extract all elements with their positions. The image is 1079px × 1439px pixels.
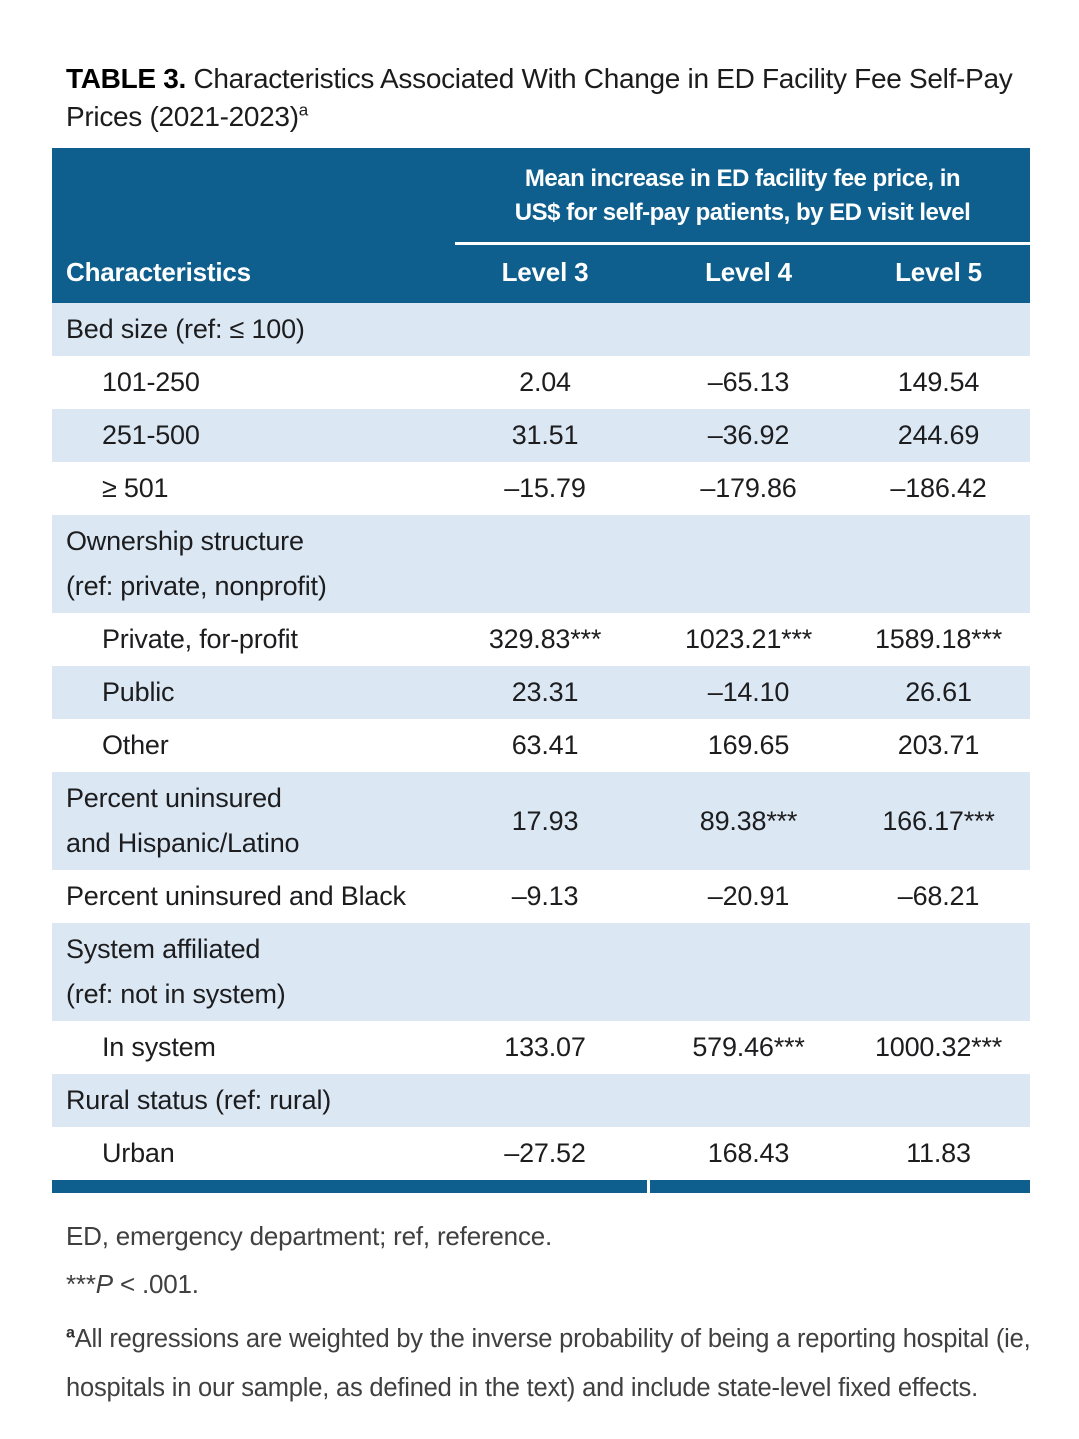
footnote-weighting: aAll regressions are weighted by the inv… (66, 1315, 1032, 1413)
cell-value: 17.93 (511, 805, 579, 836)
row-label: 101-250 (102, 367, 200, 397)
cell-value: –36.92 (707, 420, 790, 450)
cell-value: –68.21 (897, 881, 980, 911)
cell-value: –65.13 (707, 367, 790, 397)
table-row: In system 133.07 579.46*** 1000.32*** (52, 1021, 1030, 1074)
row-label: Percent uninsured and Black (66, 881, 406, 911)
table-row: Public 23.31 –14.10 26.61 (52, 666, 1030, 719)
cell-value: –9.13 (511, 881, 579, 911)
row-label: Private, for-profit (102, 624, 298, 654)
table-row: 101-250 2.04 –65.13 149.54 (52, 356, 1030, 409)
row-label: Public (102, 677, 175, 707)
significance-p: P (95, 1269, 113, 1299)
table-row: ≥ 501 –15.79 –179.86 –186.42 (52, 462, 1030, 515)
footnotes: ED, emergency department; ref, reference… (52, 1193, 1032, 1413)
cell-value: 2.04 (519, 367, 571, 397)
cell-value: 26.61 (905, 677, 972, 707)
spanner-line-2: US$ for self-pay patients, by ED visit l… (514, 199, 971, 226)
table-title: TABLE 3. Characteristics Associated With… (66, 60, 1016, 136)
level-headers-row: Level 3 Level 4 Level 5 (440, 245, 1030, 303)
header-level-group: Mean increase in ED facility fee price, … (440, 148, 1030, 303)
row-label: Other (102, 730, 169, 760)
row-label: Ownership structure (ref: private, nonpr… (66, 526, 327, 601)
row-label: System affiliated (ref: not in system) (66, 934, 286, 1009)
significance-threshold: < .001. (112, 1269, 199, 1299)
cell-value: 31.51 (511, 420, 579, 450)
row-label: Bed size (ref: ≤ 100) (66, 314, 305, 344)
table-row: Private, for-profit 329.83*** 1023.21***… (52, 613, 1030, 666)
table-row: Bed size (ref: ≤ 100) (52, 303, 1030, 356)
cell-value: 1023.21*** (684, 624, 813, 654)
cell-value: 169.65 (707, 730, 790, 760)
cell-value: –186.42 (890, 473, 987, 503)
row-label: ≥ 501 (102, 473, 169, 503)
cell-value: 244.69 (897, 420, 980, 450)
bottom-rule-segment (52, 1180, 647, 1193)
table-row: Percent uninsured and Black –9.13 –20.91… (52, 870, 1030, 923)
column-header-characteristics: Characteristics (66, 257, 251, 287)
cell-value: 149.54 (897, 367, 980, 397)
table-body: Bed size (ref: ≤ 100) 101-250 2.04 –65.1… (52, 303, 1030, 1180)
cell-value: 166.17*** (882, 805, 995, 836)
significance-stars: *** (66, 1269, 96, 1299)
cell-value: –179.86 (700, 473, 797, 503)
bottom-rule-segment (650, 1180, 1030, 1193)
column-header-level-5: Level 5 (895, 257, 982, 287)
table-row: 251-500 31.51 –36.92 244.69 (52, 409, 1030, 462)
footnote-weighting-marker: a (66, 1324, 75, 1342)
table-number-label: TABLE 3. (66, 63, 186, 94)
cell-value: 329.83*** (488, 624, 602, 654)
table-row: Rural status (ref: rural) (52, 1074, 1030, 1127)
table-bottom-rule (52, 1180, 1030, 1193)
spanner-heading: Mean increase in ED facility fee price, … (455, 148, 1030, 245)
cell-value: –14.10 (707, 677, 790, 707)
footnote-weighting-text: All regressions are weighted by the inve… (66, 1325, 1031, 1402)
table-row: Ownership structure (ref: private, nonpr… (52, 515, 1030, 613)
cell-value: 168.43 (707, 1138, 790, 1168)
cell-value: 1000.32*** (874, 1032, 1003, 1062)
cell-value: 11.83 (906, 1138, 971, 1168)
characteristics-table: Characteristics Mean increase in ED faci… (52, 148, 1030, 1193)
cell-value: 133.07 (504, 1032, 586, 1062)
table-row: Percent uninsured and Hispanic/Latino 17… (52, 772, 1030, 870)
cell-value: –20.91 (707, 881, 790, 911)
column-header-level-4: Level 4 (705, 257, 792, 287)
cell-value: 203.71 (897, 730, 980, 760)
row-label: 251-500 (102, 420, 200, 450)
cell-value: 1589.18*** (874, 624, 1003, 654)
column-header-level-3: Level 3 (501, 257, 589, 287)
footnote-abbreviations: ED, emergency department; ref, reference… (66, 1221, 553, 1251)
footnote-significance: ***P < .001. (66, 1267, 1030, 1301)
cell-value: –27.52 (504, 1138, 586, 1168)
cell-value: 23.31 (511, 677, 579, 707)
table-row: Urban –27.52 168.43 11.83 (52, 1127, 1030, 1180)
table-title-text: Characteristics Associated With Change i… (66, 63, 1013, 132)
row-label: Rural status (ref: rural) (66, 1085, 332, 1115)
table-row: Other 63.41 169.65 203.71 (52, 719, 1030, 772)
row-label: In system (102, 1032, 216, 1062)
cell-value: 579.46*** (692, 1032, 805, 1062)
table-title-footnote-marker: a (298, 100, 308, 120)
cell-value: –15.79 (504, 473, 586, 503)
row-label: Percent uninsured and Hispanic/Latino (66, 783, 300, 858)
cell-value: 63.41 (511, 730, 579, 760)
spanner-line-1: Mean increase in ED facility fee price, … (524, 165, 961, 192)
table-row: System affiliated (ref: not in system) (52, 923, 1030, 1021)
row-label: Urban (102, 1138, 175, 1168)
bottom-rule-gap (647, 1180, 650, 1193)
table-header: Characteristics Mean increase in ED faci… (52, 148, 1030, 303)
cell-value: 89.38*** (699, 805, 798, 836)
